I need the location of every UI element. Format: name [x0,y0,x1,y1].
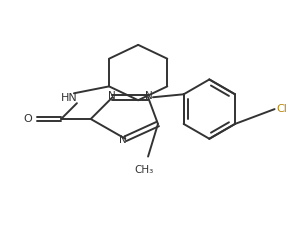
Text: N: N [108,91,115,101]
Text: N: N [145,91,153,101]
Text: Cl: Cl [277,104,287,114]
Text: HN: HN [60,93,77,103]
Text: CH₃: CH₃ [134,165,154,175]
Text: O: O [24,114,33,124]
Text: N: N [119,135,127,145]
